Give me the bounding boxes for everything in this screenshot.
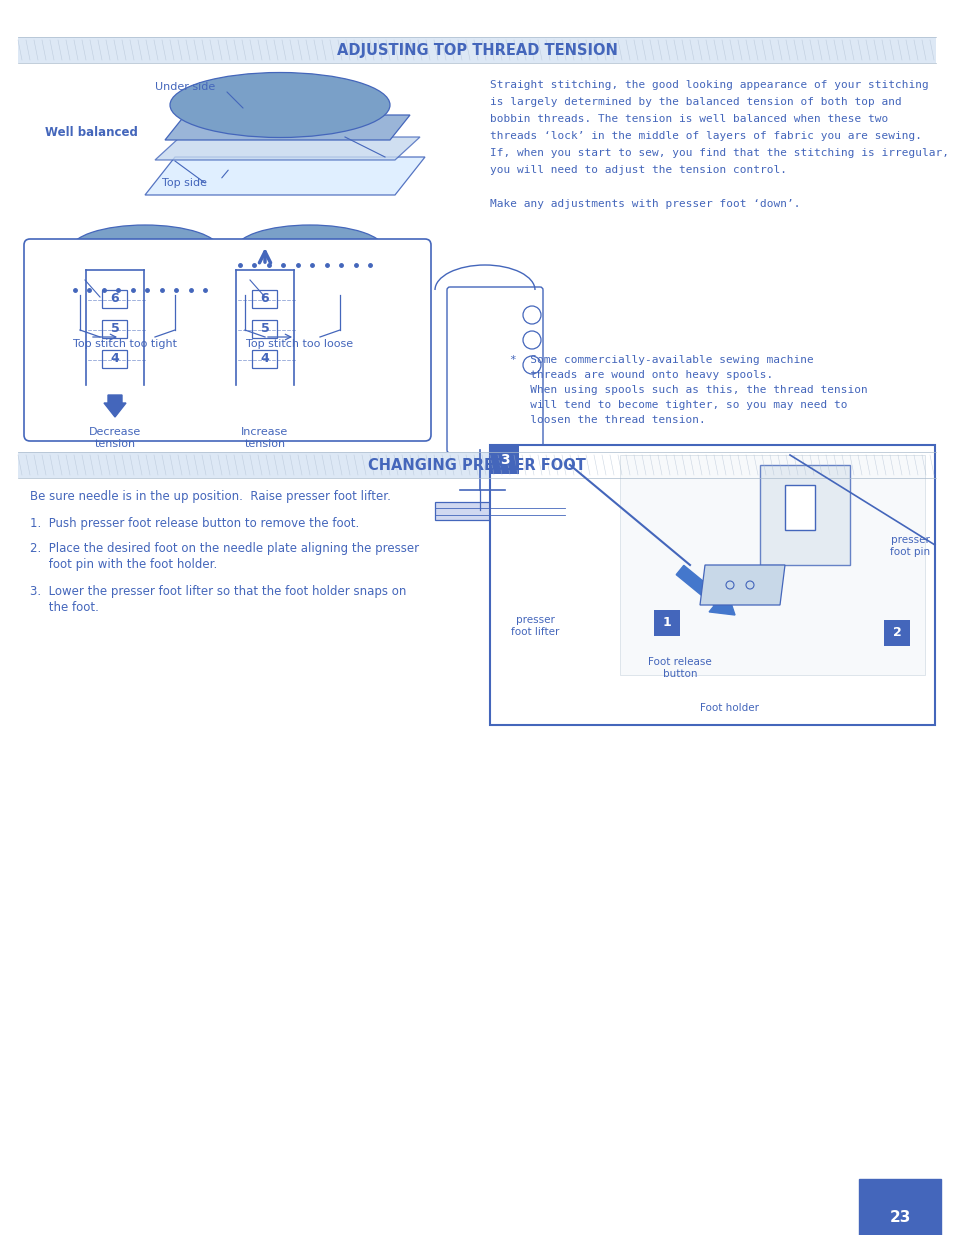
FancyBboxPatch shape (883, 620, 909, 646)
Text: 2.  Place the desired foot on the needle plate aligning the presser: 2. Place the desired foot on the needle … (30, 542, 418, 555)
FancyBboxPatch shape (102, 351, 128, 368)
Bar (760, 466, 849, 564)
FancyBboxPatch shape (253, 351, 277, 368)
Text: 3: 3 (499, 453, 509, 467)
FancyBboxPatch shape (654, 610, 679, 636)
Ellipse shape (234, 225, 385, 275)
Text: 23: 23 (888, 1209, 910, 1224)
Text: Straight stitching, the good looking appearance of your stitching: Straight stitching, the good looking app… (490, 80, 928, 90)
Text: If, when you start to sew, you find that the stitching is irregular,: If, when you start to sew, you find that… (490, 148, 948, 158)
FancyBboxPatch shape (102, 290, 128, 309)
Text: When using spools such as this, the thread tension: When using spools such as this, the thre… (510, 385, 867, 395)
Polygon shape (75, 253, 223, 267)
Text: presser
foot lifter: presser foot lifter (510, 615, 558, 636)
Text: 4: 4 (260, 352, 269, 366)
FancyBboxPatch shape (24, 240, 431, 441)
Bar (18, 452, 935, 478)
FancyBboxPatch shape (253, 290, 277, 309)
Text: will tend to become tighter, so you may need to: will tend to become tighter, so you may … (510, 400, 846, 410)
Text: CHANGING PRESSER FOOT: CHANGING PRESSER FOOT (368, 457, 585, 473)
Text: 23: 23 (888, 1209, 910, 1224)
Text: Under side: Under side (154, 82, 214, 91)
Text: 5: 5 (111, 322, 119, 336)
Text: Top stitch too tight: Top stitch too tight (73, 338, 177, 350)
Polygon shape (65, 263, 230, 279)
Text: presser
foot pin: presser foot pin (889, 535, 929, 557)
Text: loosen the thread tension.: loosen the thread tension. (510, 415, 705, 425)
Text: threads ‘lock’ in the middle of layers of fabric you are sewing.: threads ‘lock’ in the middle of layers o… (490, 131, 921, 141)
Polygon shape (154, 137, 419, 161)
Ellipse shape (170, 73, 390, 137)
Text: 6: 6 (260, 293, 269, 305)
FancyBboxPatch shape (253, 321, 277, 338)
Text: Well balanced: Well balanced (45, 126, 138, 138)
Text: 3.  Lower the presser foot lifter so that the foot holder snaps on: 3. Lower the presser foot lifter so that… (30, 585, 406, 598)
Polygon shape (60, 277, 234, 300)
Text: Increase
tension: Increase tension (241, 427, 289, 448)
Text: Foot holder: Foot holder (700, 703, 759, 713)
Polygon shape (165, 115, 410, 140)
Bar (784, 485, 814, 530)
Bar (18, 37, 935, 63)
FancyArrow shape (104, 395, 126, 417)
Text: the foot.: the foot. (30, 601, 99, 614)
Text: 5: 5 (260, 322, 269, 336)
FancyArrow shape (676, 566, 734, 615)
Text: *  Some commercially-available sewing machine: * Some commercially-available sewing mac… (510, 354, 813, 366)
Ellipse shape (70, 225, 220, 275)
Text: 1.  Push presser foot release button to remove the foot.: 1. Push presser foot release button to r… (30, 517, 359, 530)
FancyBboxPatch shape (102, 321, 128, 338)
Polygon shape (240, 253, 388, 267)
Bar (490, 445, 934, 725)
Text: threads are wound onto heavy spools.: threads are wound onto heavy spools. (510, 370, 773, 380)
FancyBboxPatch shape (491, 446, 518, 474)
Text: Make any adjustments with presser foot ‘down’.: Make any adjustments with presser foot ‘… (490, 199, 800, 209)
Text: 6: 6 (111, 293, 119, 305)
Text: Be sure needle is in the up position.  Raise presser foot lifter.: Be sure needle is in the up position. Ra… (30, 490, 391, 503)
Bar (619, 454, 924, 676)
Polygon shape (145, 157, 424, 195)
Text: is largely determined by the balanced tension of both top and: is largely determined by the balanced te… (490, 98, 901, 107)
Text: 4: 4 (111, 352, 119, 366)
Text: you will need to adjust the tension control.: you will need to adjust the tension cont… (490, 165, 786, 175)
Text: 2: 2 (892, 626, 901, 640)
FancyBboxPatch shape (447, 287, 542, 453)
Text: Top stitch too loose: Top stitch too loose (246, 338, 354, 350)
Text: Foot release
button: Foot release button (647, 657, 711, 678)
Bar (435, 501, 564, 520)
Polygon shape (225, 277, 399, 300)
Polygon shape (700, 564, 784, 605)
Text: bobbin threads. The tension is well balanced when these two: bobbin threads. The tension is well bala… (490, 114, 887, 124)
Text: 1: 1 (662, 616, 671, 630)
Polygon shape (230, 263, 395, 279)
Text: Top side: Top side (162, 178, 208, 188)
Text: ADJUSTING TOP THREAD TENSION: ADJUSTING TOP THREAD TENSION (336, 42, 617, 58)
Text: foot pin with the foot holder.: foot pin with the foot holder. (30, 558, 217, 571)
Text: Decrease
tension: Decrease tension (89, 427, 141, 448)
